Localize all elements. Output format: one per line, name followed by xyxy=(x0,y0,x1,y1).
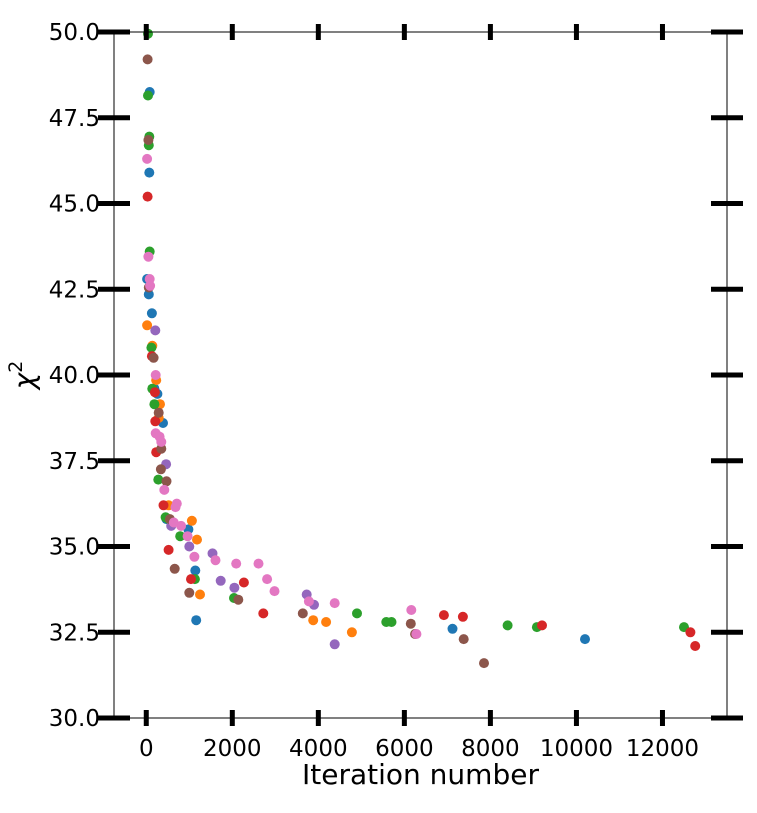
x-axis-label: Iteration number xyxy=(302,758,539,791)
data-point xyxy=(149,399,160,410)
data-point xyxy=(176,520,187,531)
x-tick-label: 12000 xyxy=(626,736,699,762)
data-point xyxy=(148,352,159,363)
data-point xyxy=(145,280,156,291)
data-point xyxy=(229,582,240,593)
data-point xyxy=(502,620,513,631)
data-point xyxy=(161,476,172,487)
data-point xyxy=(163,544,174,555)
data-point xyxy=(153,407,164,418)
data-point xyxy=(142,54,153,65)
data-point xyxy=(190,565,201,576)
data-point xyxy=(146,342,157,353)
x-tick-label: 6000 xyxy=(375,736,434,762)
data-point xyxy=(269,586,280,597)
data-point xyxy=(479,658,489,669)
y-axis-label: χ2 xyxy=(5,361,41,392)
data-point xyxy=(158,500,169,511)
data-point xyxy=(405,618,416,629)
data-point xyxy=(303,596,314,607)
data-point xyxy=(170,502,181,513)
data-point xyxy=(143,251,154,262)
y-tick-label: 40.0 xyxy=(49,363,100,389)
data-point xyxy=(685,627,696,638)
x-tick-label: 4000 xyxy=(289,736,348,762)
data-point xyxy=(231,558,242,569)
y-tick-label: 47.5 xyxy=(49,106,100,132)
data-point xyxy=(184,587,195,598)
data-point xyxy=(142,320,153,331)
data-point xyxy=(143,135,154,145)
data-point xyxy=(210,555,221,566)
data-point xyxy=(186,574,196,585)
data-point xyxy=(184,541,195,552)
axis-ticks xyxy=(98,24,743,726)
plot-frame xyxy=(113,31,728,719)
data-point xyxy=(406,605,417,615)
data-point xyxy=(447,623,458,634)
data-point xyxy=(144,167,155,178)
x-tick-label: 8000 xyxy=(461,736,520,762)
y-tick-label: 45.0 xyxy=(49,192,100,218)
y-tick-label: 32.5 xyxy=(49,620,100,646)
data-point xyxy=(321,617,332,627)
x-tick-label: 10000 xyxy=(540,736,613,762)
data-point xyxy=(150,416,161,427)
data-point xyxy=(238,577,249,588)
data-point xyxy=(142,153,153,164)
data-point xyxy=(191,615,202,626)
data-point xyxy=(153,474,164,485)
axis-tick-labels: 0 2000 4000 6000 8000 10000 12000 30.0 32.5 35.0 3… xyxy=(49,20,699,762)
data-markers xyxy=(142,28,701,669)
data-point xyxy=(438,610,449,621)
y-tick-label: 35.0 xyxy=(49,535,100,561)
data-point xyxy=(150,325,161,336)
data-point xyxy=(262,574,273,585)
data-point xyxy=(155,464,166,475)
y-tick-label: 50.0 xyxy=(49,20,100,46)
data-point xyxy=(297,608,308,619)
data-point xyxy=(233,594,244,605)
data-point xyxy=(156,436,167,447)
y-tick-label: 42.5 xyxy=(49,277,100,303)
data-point xyxy=(146,308,157,319)
data-point xyxy=(192,534,202,545)
data-point xyxy=(329,639,340,650)
data-point xyxy=(195,589,205,600)
data-point xyxy=(457,611,468,622)
data-point xyxy=(537,620,547,631)
data-point xyxy=(175,531,186,542)
data-point xyxy=(690,641,701,651)
data-point xyxy=(142,191,153,202)
data-point xyxy=(169,563,180,574)
x-tick-label: 0 xyxy=(139,736,154,762)
data-point xyxy=(580,634,590,645)
data-point xyxy=(329,598,340,609)
data-point xyxy=(149,387,160,398)
data-point xyxy=(143,289,154,300)
data-point xyxy=(215,575,226,586)
data-point xyxy=(346,627,357,638)
data-point xyxy=(308,615,319,626)
data-point xyxy=(386,617,397,627)
data-point xyxy=(150,370,161,380)
data-point xyxy=(189,551,200,562)
data-point xyxy=(458,634,469,645)
data-point xyxy=(182,531,193,542)
data-point xyxy=(143,90,153,101)
data-point xyxy=(159,484,170,495)
y-tick-label: 37.5 xyxy=(49,449,100,475)
data-point xyxy=(352,608,362,619)
data-point xyxy=(186,515,197,526)
data-point xyxy=(411,629,422,639)
data-point xyxy=(258,608,269,619)
x-tick-label: 2000 xyxy=(203,736,262,762)
data-point xyxy=(253,558,264,569)
y-tick-label: 30.0 xyxy=(49,706,100,732)
